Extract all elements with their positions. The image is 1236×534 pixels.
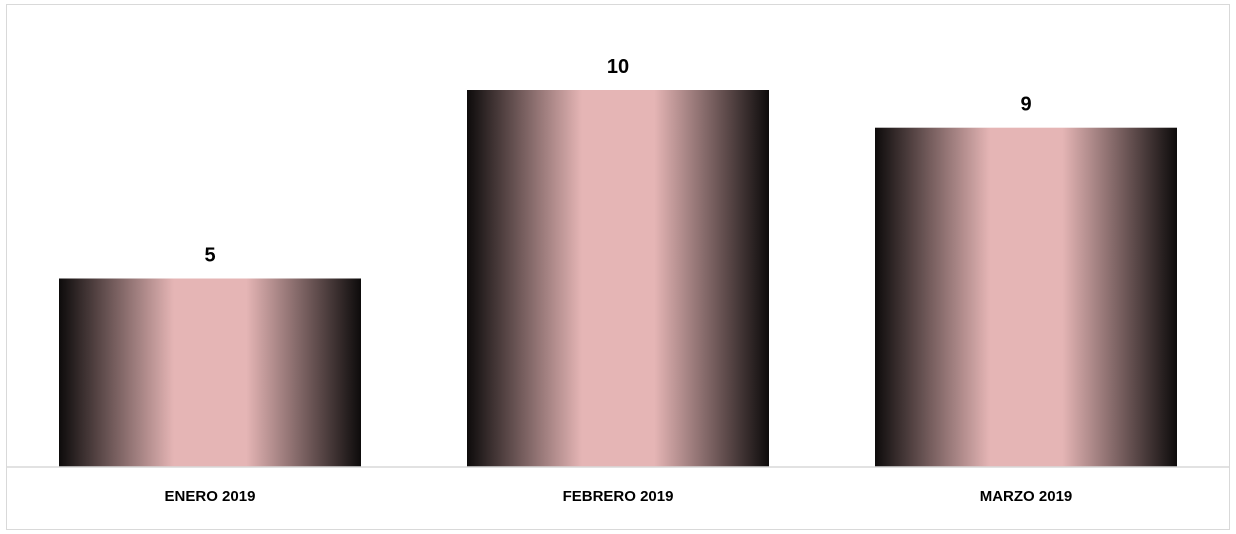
- bar-1: [59, 278, 361, 467]
- bar-3: [875, 127, 1177, 467]
- data-label-2: 10: [607, 56, 629, 78]
- data-label-3: 9: [1020, 94, 1031, 116]
- bars: [59, 90, 1177, 467]
- x-tick-label-2: FEBRERO 2019: [563, 488, 674, 505]
- data-label-1: 5: [204, 245, 215, 267]
- x-tick-label-3: MARZO 2019: [980, 488, 1073, 505]
- x-tick-label-1: ENERO 2019: [165, 488, 256, 505]
- bar-2: [467, 90, 769, 467]
- labels: 5 ENERO 2019 10 FEBRERO 2019 9 MARZO 2019: [165, 56, 1073, 505]
